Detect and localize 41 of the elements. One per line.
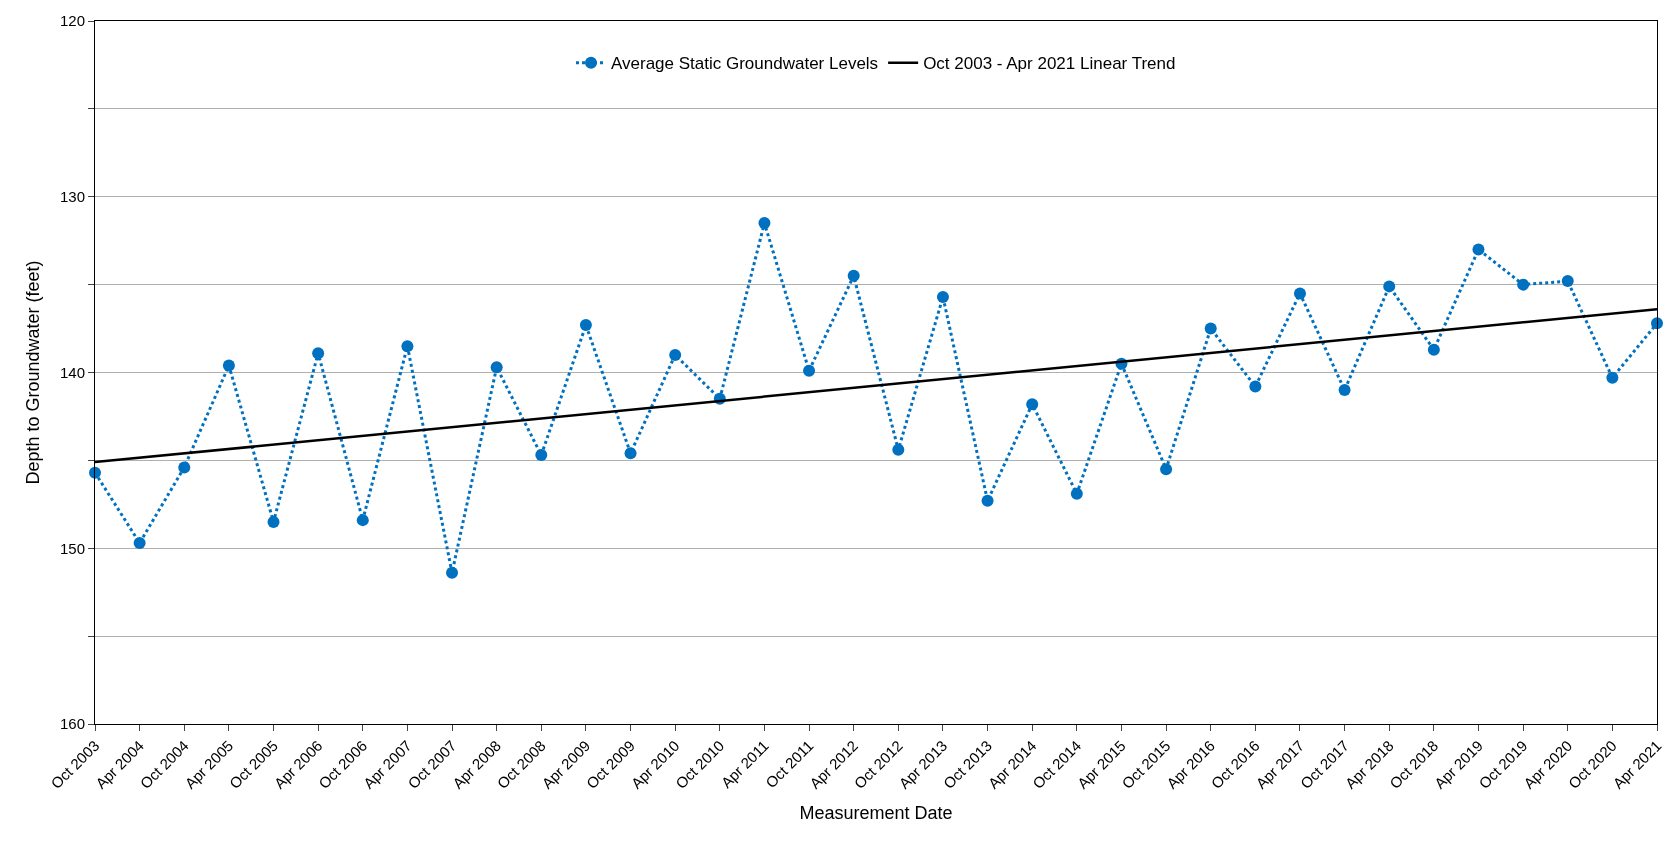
- y-tick-label: 160: [59, 715, 85, 733]
- y-tick-label: 130: [59, 188, 85, 205]
- point: [892, 443, 905, 456]
- point: [222, 359, 235, 372]
- y-tick-label: 120: [59, 12, 85, 30]
- point: [758, 217, 771, 230]
- point: [1070, 487, 1083, 500]
- point: [1249, 380, 1262, 393]
- point: [1293, 287, 1306, 300]
- point: [446, 566, 459, 579]
- point: [936, 290, 949, 303]
- point: [803, 364, 816, 377]
- point: [1472, 243, 1485, 256]
- point: [1517, 278, 1530, 291]
- point: [981, 494, 994, 507]
- point: [1383, 280, 1396, 293]
- legend-label: Oct 2003 - Apr 2021 Linear Trend: [923, 54, 1176, 74]
- legend-label: Average Static Groundwater Levels: [611, 54, 879, 74]
- point: [1561, 275, 1574, 288]
- x-axis-title: Measurement Date: [799, 803, 953, 824]
- point: [267, 515, 280, 528]
- point: [312, 347, 325, 360]
- y-tick-label: 150: [59, 539, 85, 557]
- point: [1204, 322, 1217, 335]
- point: [356, 514, 369, 527]
- point: [1026, 398, 1039, 411]
- point: [133, 536, 146, 549]
- point: [535, 449, 548, 462]
- point: [1160, 463, 1173, 476]
- point: [1427, 343, 1440, 356]
- point: [178, 461, 191, 474]
- point: [490, 361, 503, 374]
- y-tick-label: 140: [59, 363, 85, 381]
- point: [1338, 384, 1351, 397]
- point: [1606, 371, 1619, 384]
- point: [847, 269, 860, 282]
- point: [624, 447, 637, 460]
- y-axis-title: Depth to Groundwater (feet): [23, 260, 44, 485]
- point: [579, 319, 592, 332]
- point: [401, 340, 414, 353]
- point: [669, 348, 682, 361]
